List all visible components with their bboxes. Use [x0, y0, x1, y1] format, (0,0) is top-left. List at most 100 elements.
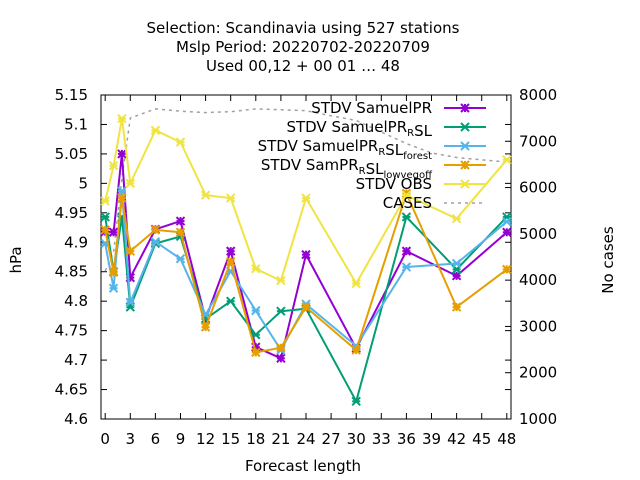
y-axis-label: hPa: [7, 246, 25, 273]
y-tick-label: 4.65: [55, 381, 88, 399]
x-tick-label: 45: [472, 430, 491, 448]
data-point: [401, 246, 412, 256]
data-point: [251, 330, 261, 340]
y-tick-label: 5.1: [64, 115, 88, 133]
x-tick-label: 42: [447, 430, 466, 448]
x-tick-label: 39: [422, 430, 441, 448]
x-tick-label: 36: [397, 430, 416, 448]
y2-axis: 1000 2000 3000 4000 5000 6000 7000 8000: [505, 86, 557, 428]
data-point: [351, 345, 361, 355]
y-tick-label: 5.05: [55, 145, 88, 163]
data-point: [276, 343, 286, 353]
series-2: [100, 186, 512, 355]
data-point: [301, 302, 311, 312]
x-tick-label: 27: [322, 430, 341, 448]
legend-entry: STDV SamuelPRRSLforest: [258, 137, 486, 162]
y2-axis-label: No cases: [599, 226, 617, 294]
y-tick-label: 4.75: [55, 322, 88, 340]
x-tick-label: 0: [100, 430, 110, 448]
data-point: [251, 305, 261, 316]
series-line: [104, 192, 508, 354]
data-point: [200, 190, 211, 200]
data-point: [125, 246, 135, 256]
data-point: [401, 262, 412, 272]
series-3: [100, 188, 512, 358]
data-point: [117, 186, 127, 196]
y-tick-label: 4.9: [64, 233, 88, 251]
y-tick-label: 5: [78, 174, 88, 192]
data-point: [100, 212, 110, 222]
legend-label: STDV OBS: [356, 175, 432, 193]
data-point: [301, 193, 311, 203]
data-point: [401, 190, 412, 200]
legend-entry: CASES: [383, 194, 486, 212]
title-line-3: Used 00,12 + 00 01 … 48: [206, 57, 400, 75]
x-tick-label: 12: [196, 430, 215, 448]
data-point: [502, 264, 512, 275]
data-point: [301, 249, 311, 260]
data-point: [108, 160, 119, 171]
y-tick-label: 4.95: [55, 204, 88, 222]
y2-tick-label: 4000: [519, 271, 557, 289]
data-point: [276, 306, 286, 316]
y2-tick-label: 7000: [519, 132, 557, 150]
y2-tick-label: 3000: [519, 317, 557, 335]
data-point: [225, 296, 236, 306]
x-tick-label: 21: [271, 430, 290, 448]
data-point: [451, 214, 462, 224]
x-tick-label: 33: [372, 430, 391, 448]
series-line: [104, 108, 507, 272]
data-point: [125, 297, 135, 308]
y2-tick-label: 6000: [519, 179, 557, 197]
data-point: [225, 257, 236, 267]
data-point: [251, 347, 261, 358]
data-point: [451, 258, 462, 269]
series-4: [100, 113, 512, 289]
x-tick-label: 24: [296, 430, 315, 448]
legend-label: STDV SamPRRSLlowvegoff: [261, 156, 433, 181]
y2-tick-label: 1000: [519, 410, 557, 428]
data-point: [100, 196, 110, 206]
legend-label: STDV SamuelPRRSL: [286, 118, 432, 140]
legend-label: STDV SamuelPRRSLforest: [258, 137, 432, 162]
title-line-1: Selection: Scandinavia using 527 station…: [147, 19, 460, 37]
data-point: [150, 225, 161, 235]
y-tick-label: 4.85: [55, 263, 88, 281]
data-point: [117, 149, 127, 159]
y-axis: 4.6 4.65 4.7 4.75 4.8 4.85 4.9 4.95 5 5.05 5.1 5.15: [55, 86, 511, 428]
data-point: [276, 353, 286, 364]
x-tick-label: 18: [246, 430, 265, 448]
data-point: [502, 155, 512, 165]
data-point: [502, 216, 512, 227]
y-tick-label: 4.7: [64, 351, 88, 369]
data-point: [276, 275, 286, 286]
series-layer: [100, 108, 512, 407]
data-point: [175, 216, 186, 226]
series-0: [100, 149, 512, 364]
chart-title: Selection: Scandinavia using 527 station…: [147, 19, 460, 75]
x-tick-label: 15: [221, 430, 240, 448]
x-axis-label: Forecast length: [245, 457, 361, 475]
data-point: [225, 193, 236, 203]
data-point: [175, 137, 186, 147]
x-tick-label: 9: [176, 430, 186, 448]
data-point: [175, 254, 186, 264]
x-tick-label: 30: [347, 430, 366, 448]
legend-entry: STDV SamuelPR: [311, 99, 486, 117]
data-point: [502, 227, 512, 237]
data-point: [150, 236, 161, 247]
x-axis: 0 3 6 9 12 15 18 21 24 27 30 33 36 39 42 45 48: [100, 95, 516, 448]
data-point: [108, 267, 119, 278]
data-point: [175, 227, 186, 237]
data-point: [108, 283, 119, 293]
data-point: [150, 125, 161, 136]
y-tick-label: 4.8: [64, 292, 88, 310]
y2-tick-label: 2000: [519, 364, 557, 382]
data-point: [125, 178, 135, 189]
y-tick-label: 5.15: [55, 86, 88, 104]
x-tick-label: 48: [497, 430, 516, 448]
data-point: [108, 227, 119, 237]
x-tick-label: 6: [151, 430, 161, 448]
